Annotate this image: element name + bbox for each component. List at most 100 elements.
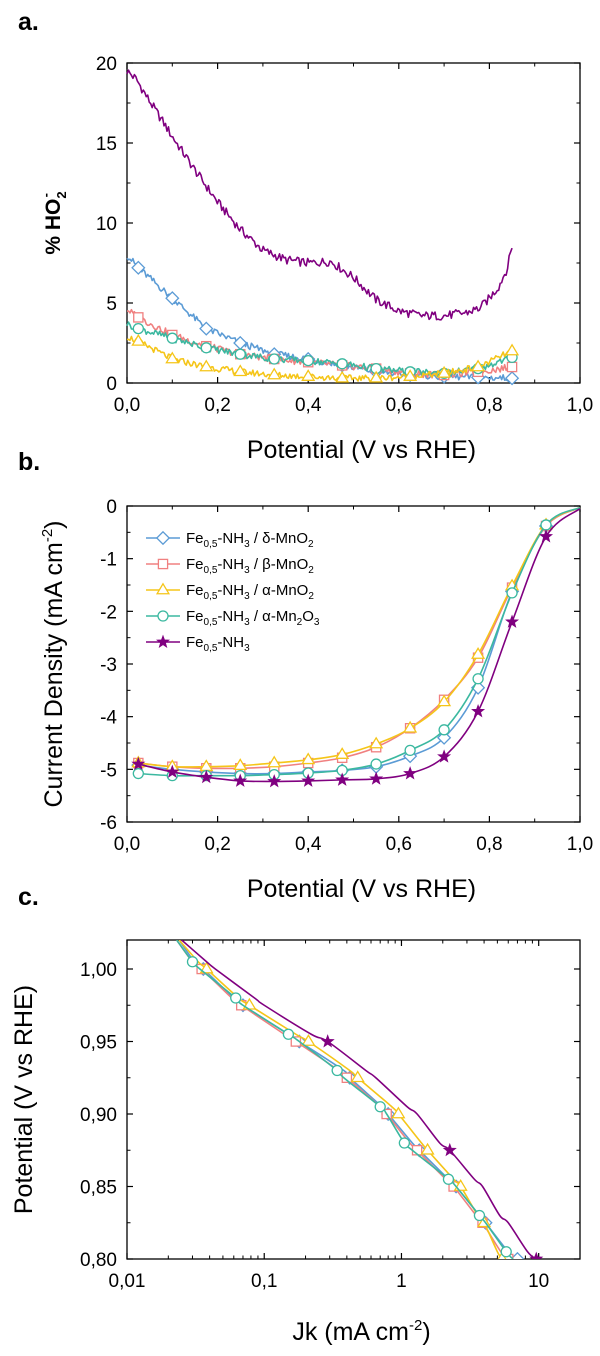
y-tick-label: -2 <box>100 602 117 623</box>
y-axis-title: Potential (V vs RHE) <box>10 985 38 1214</box>
y-tick-label: 15 <box>96 134 117 155</box>
data-point <box>471 359 486 372</box>
series-fe <box>131 507 581 788</box>
data-point <box>302 354 314 367</box>
x-tick-label: 0,01 <box>109 1271 146 1292</box>
x-tick-label: 0,8 <box>476 395 502 416</box>
data-point <box>437 694 452 707</box>
y-tick-label: 10 <box>96 214 117 235</box>
data-point <box>398 1137 411 1149</box>
series-line <box>126 335 513 383</box>
data-point <box>438 724 450 736</box>
data-point <box>199 321 214 336</box>
panel-label: b. <box>18 448 40 476</box>
x-tick-label: 0,2 <box>204 834 230 855</box>
data-point <box>166 332 178 344</box>
x-axis-title: Potential (V vs RHE) <box>247 875 476 903</box>
data-point <box>403 369 418 381</box>
data-point <box>320 1034 335 1048</box>
x-tick-label: 0,0 <box>114 834 140 855</box>
data-point <box>369 771 384 785</box>
y-axis-title: Current Density (mA cm-2) <box>39 520 68 807</box>
legend-label: Fe0,5-NH3 / α-MnO2 <box>186 582 314 602</box>
data-point <box>370 758 382 770</box>
legend: Fe0,5-NH3 / δ-MnO2 Fe0,5-NH3 / β-MnO2 Fe0,… <box>146 530 320 654</box>
data-point <box>442 1173 455 1185</box>
data-point <box>199 769 214 784</box>
data-point <box>442 1142 457 1157</box>
x-tick-label: 0,4 <box>295 834 322 855</box>
data-point <box>374 1101 386 1113</box>
legend-item-delta: Fe0,5-NH3 / δ-MnO2 <box>146 530 314 550</box>
data-point <box>165 764 180 778</box>
data-point <box>506 587 518 599</box>
data-point <box>267 774 282 788</box>
data-point <box>301 1034 316 1046</box>
data-point <box>267 755 282 768</box>
y-tick-label: -3 <box>100 655 117 676</box>
plot-frame <box>126 505 581 823</box>
data-point <box>341 1072 353 1084</box>
data-point <box>131 756 146 771</box>
y-tick-label: 0 <box>106 497 117 518</box>
data-point <box>471 647 486 659</box>
data-point <box>331 1064 343 1077</box>
series-fe <box>181 940 544 1259</box>
y-tick-label: 20 <box>96 54 117 75</box>
data-point <box>234 348 246 360</box>
data-point <box>131 333 146 346</box>
legend-item-beta: Fe0,5-NH3 / β-MnO2 <box>146 556 314 576</box>
data-point <box>199 359 214 372</box>
panel-label: a. <box>18 8 39 36</box>
data-point <box>230 992 242 1004</box>
data-point <box>350 1070 365 1083</box>
x-tick-label: 0,4 <box>295 395 322 416</box>
data-point <box>504 371 520 386</box>
data-point <box>282 1028 295 1040</box>
data-point <box>540 519 552 531</box>
y-tick-label: 0,80 <box>80 1250 117 1271</box>
data-point <box>268 353 280 365</box>
panel-a: 0,0 0,2 0,4 0,6 0,8 1,0 0 5 10 15 20 a. Potential (V… <box>18 8 593 464</box>
panel-label: c. <box>18 883 39 911</box>
x-tick-label: 0,2 <box>204 395 230 416</box>
x-tick-label: 0,6 <box>386 395 412 416</box>
data-point <box>437 749 452 763</box>
data-point <box>186 956 199 968</box>
legend-label: Fe0,5-NH3 / α-Mn2O3 <box>186 608 320 628</box>
data-point <box>233 758 248 771</box>
data-point <box>391 1106 406 1119</box>
series-alpha_mn2o3 <box>175 940 514 1259</box>
series-line <box>126 69 513 321</box>
data-point <box>497 1251 507 1259</box>
x-tick-label: 1,0 <box>567 395 593 416</box>
data-point <box>505 343 520 356</box>
series-line <box>178 940 503 1259</box>
series-line <box>126 321 513 378</box>
legend-marker <box>155 530 171 546</box>
y-tick-label: 0,85 <box>80 1178 117 1199</box>
legend-label: Fe0,5-NH3 <box>186 634 250 654</box>
data-point <box>165 291 180 306</box>
y-tick-label: 0,90 <box>80 1105 117 1126</box>
data-point <box>200 342 212 354</box>
data-point <box>473 1209 486 1222</box>
data-point <box>131 260 146 275</box>
data-point <box>500 1246 512 1258</box>
legend-marker <box>155 582 171 595</box>
plot-frame <box>126 939 581 1260</box>
y-tick-label: 0 <box>106 374 117 395</box>
series-alpha <box>126 333 520 383</box>
y-tick-label: 0,95 <box>80 1033 117 1054</box>
data-point <box>301 369 316 381</box>
data-point <box>420 1142 435 1155</box>
series-delta <box>178 940 525 1259</box>
data-point <box>472 673 484 685</box>
x-axis-title: Jk (mA cm-2) <box>292 1317 430 1346</box>
panel-c: 0,01 0,1 1 10 0,80 0,85 0,90 0,95 1,00 c. Jk (mA c… <box>10 883 581 1346</box>
data-point <box>301 773 316 787</box>
data-point <box>199 961 214 974</box>
legend-marker <box>157 610 169 622</box>
y-tick-label: -4 <box>100 708 117 729</box>
legend-marker <box>157 558 169 570</box>
